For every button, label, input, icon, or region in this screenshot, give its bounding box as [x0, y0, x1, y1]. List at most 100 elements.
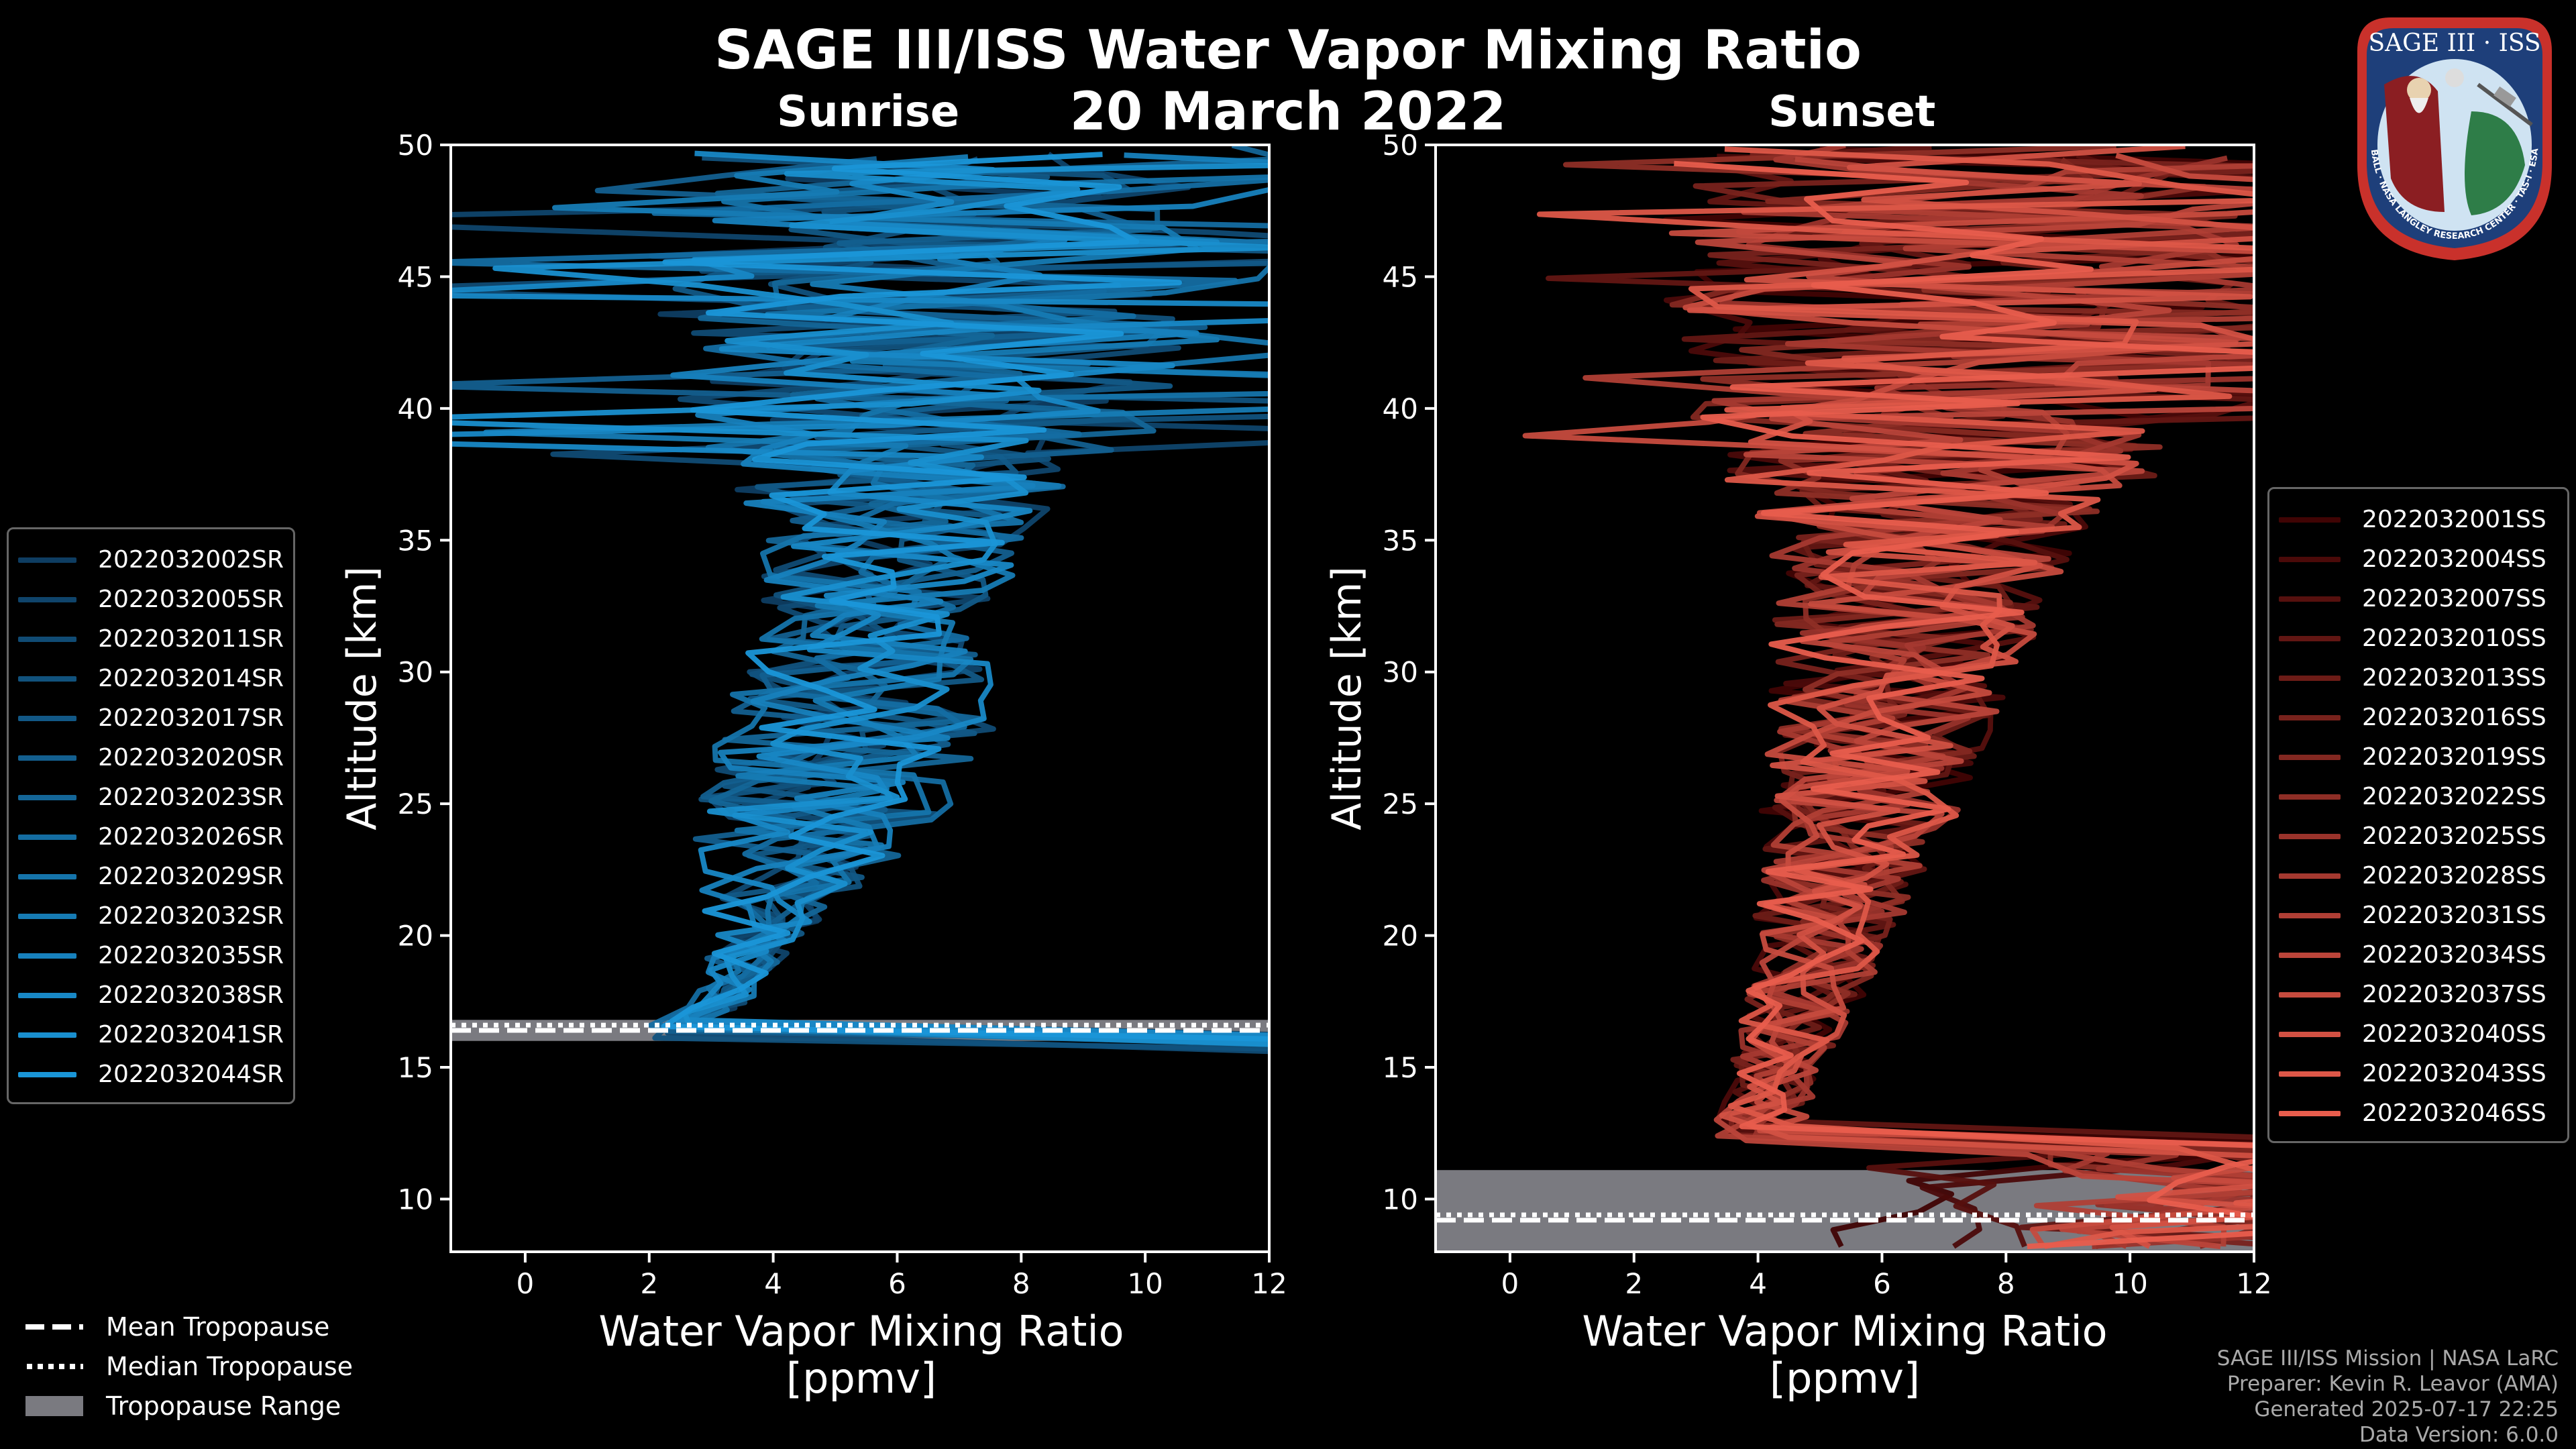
credit-generated: Generated 2025-07-17 22:25 [2254, 1397, 2559, 1421]
x-tick-label-6: 6 [888, 1267, 906, 1300]
legend-swatch [2279, 1071, 2341, 1077]
sunset-legend: 2022032001SS 2022032004SS 2022032007SS 2022… [2267, 487, 2569, 1143]
legend-item: 2022032043SS [2279, 1054, 2558, 1093]
y-tick-label-45: 45 [1383, 260, 1418, 293]
legend-swatch [18, 873, 77, 879]
logo-title: SAGE III · ISS [2368, 30, 2540, 57]
tropopause-range-band [1436, 1170, 2254, 1252]
legend-label: 2022032010SS [2362, 625, 2546, 652]
dashed-line-swatch [25, 1324, 83, 1330]
y-tick-label-35: 35 [1383, 524, 1418, 557]
sunrise-legend: 2022032002SR 2022032005SR 2022032011SR 2022… [7, 527, 295, 1104]
y-tick-label-10: 10 [1383, 1183, 1418, 1216]
legend-swatch [2279, 1110, 2341, 1116]
legend-mean-tropopause: Mean Tropopause [24, 1307, 353, 1346]
x-tick-label-8: 8 [1997, 1267, 2015, 1300]
legend-swatch [2279, 833, 2341, 839]
legend-swatch [18, 834, 77, 840]
legend-item: 2022032035SR [18, 936, 284, 975]
x-axis-label-line-1: Water Vapor Mixing Ratio [598, 1307, 1124, 1356]
series-line-2022032023SR [698, 145, 1269, 1038]
series-line-2022032041SR [451, 162, 1269, 1047]
legend-label: 2022032013SS [2362, 664, 2546, 692]
legend-label: 2022032034SS [2362, 941, 2546, 969]
legend-label: 2022032043SS [2362, 1060, 2546, 1087]
legend-item: 2022032031SS [2279, 896, 2558, 935]
legend-swatch [18, 1071, 77, 1077]
x-axis-label-line-1: Water Vapor Mixing Ratio [1582, 1307, 2107, 1356]
y-tick-label-10: 10 [398, 1183, 433, 1216]
legend-label: 2022032029SR [98, 863, 284, 890]
y-axis-label: Altitude [km] [339, 566, 386, 830]
legend-item: 2022032016SS [2279, 698, 2558, 737]
sunset-chart: 10 15 20 25 30 35 40 45 50 0 2 4 6 8 10 12 Altitude [km]… [1324, 129, 2272, 1403]
sunset-subtitle: Sunset [1768, 87, 1936, 137]
legend-label: 2022032011SR [98, 625, 284, 653]
legend-item: 2022032022SS [2279, 777, 2558, 816]
legend-item: 2022032020SR [18, 738, 284, 777]
legend-item: 2022032014SR [18, 659, 284, 698]
legend-item: 2022032017SR [18, 698, 284, 738]
legend-swatch [18, 992, 77, 998]
legend-swatch [2279, 675, 2341, 681]
legend-swatch [2279, 912, 2341, 918]
series-line-2022032026SR [451, 177, 1269, 1042]
y-tick-label-40: 40 [1383, 392, 1418, 425]
range-swatch [25, 1395, 83, 1416]
dotted-line-swatch [27, 1363, 83, 1369]
legend-item: 2022032010SS [2279, 619, 2558, 658]
x-tick-label-4: 4 [1749, 1267, 1767, 1300]
legend-swatch [2279, 991, 2341, 998]
x-axis-label-line-2: [ppmv] [786, 1354, 936, 1403]
legend-item: 2022032023SR [18, 777, 284, 817]
legend-item: 2022032034SS [2279, 935, 2558, 975]
legend-label: 2022032005SR [98, 586, 284, 613]
legend-swatch [2279, 952, 2341, 958]
legend-label: 2022032038SR [98, 981, 284, 1009]
legend-item: 2022032007SS [2279, 579, 2558, 619]
series-line-2022032035SR [670, 152, 1269, 1042]
legend-swatch [18, 794, 77, 800]
legend-label: 2022032032SR [98, 902, 284, 930]
sage-iii-iss-logo: SAGE III · ISS BALL · NASA LANGLEY RESEA… [2357, 17, 2552, 260]
legend-label: 2022032019SS [2362, 743, 2546, 771]
legend-swatch [18, 715, 77, 721]
legend-item: 2022032001SS [2279, 500, 2558, 539]
legend-item: 2022032002SR [18, 540, 284, 580]
series-line-2022032032SR [483, 154, 1269, 1047]
legend-item: 2022032019SS [2279, 737, 2558, 777]
x-tick-label-10: 10 [2112, 1267, 2147, 1300]
legend-swatch [2279, 754, 2341, 760]
legend-swatch [2279, 873, 2341, 879]
series-line-2022032043SS [1536, 146, 2254, 1250]
legend-item: 2022032005SR [18, 580, 284, 619]
y-tick-label-25: 25 [398, 788, 433, 820]
legend-swatch [2279, 556, 2341, 562]
legend-label: 2022032031SS [2362, 902, 2546, 929]
x-tick-label-4: 4 [764, 1267, 782, 1300]
legend-swatch [2279, 635, 2341, 641]
x-axis-label-line-2: [ppmv] [1770, 1354, 1920, 1403]
legend-label: 2022032037SS [2362, 981, 2546, 1008]
legend-item: 2022032040SS [2279, 1014, 2558, 1054]
x-tick-label-12: 12 [2236, 1267, 2271, 1300]
sunrise-subtitle: Sunrise [777, 87, 960, 137]
x-tick-label-10: 10 [1127, 1267, 1163, 1300]
series-line-2022032038SR [451, 150, 1269, 1038]
series-line-2022032044SR [661, 152, 1269, 1042]
legend-swatch [2279, 596, 2341, 602]
legend-label: 2022032017SR [98, 704, 284, 732]
legend-swatch [18, 1032, 77, 1038]
plot-frame [1434, 144, 2255, 1253]
legend-item: 2022032029SR [18, 857, 284, 896]
legend-swatch [2279, 1031, 2341, 1037]
legend-range-label: Tropopause Range [106, 1391, 341, 1421]
y-tick-label-50: 50 [398, 129, 433, 162]
legend-label: 2022032046SS [2362, 1099, 2546, 1127]
legend-swatch [18, 953, 77, 959]
legend-item: 2022032032SR [18, 896, 284, 936]
legend-item: 2022032004SS [2279, 539, 2558, 579]
y-axis-label: Altitude [km] [1324, 566, 1371, 830]
legend-swatch [18, 596, 77, 602]
